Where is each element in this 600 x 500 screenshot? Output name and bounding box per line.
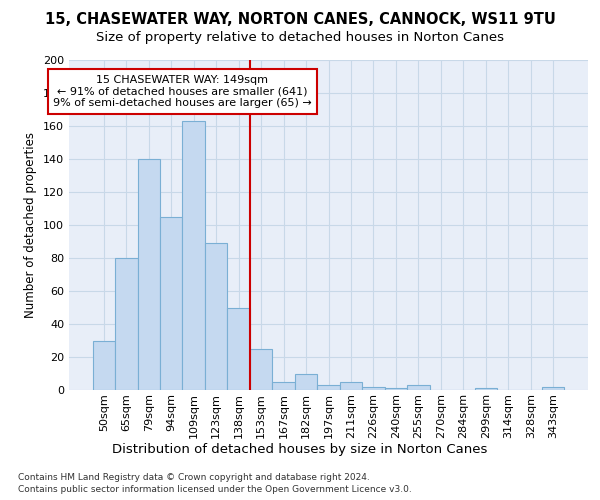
Text: Contains HM Land Registry data © Crown copyright and database right 2024.: Contains HM Land Registry data © Crown c…: [18, 472, 370, 482]
Bar: [542, 386, 565, 390]
Bar: [92, 340, 115, 390]
Bar: [295, 374, 317, 390]
Bar: [137, 159, 160, 390]
Bar: [407, 385, 430, 390]
Bar: [160, 217, 182, 390]
Bar: [385, 388, 407, 390]
Bar: [182, 121, 205, 390]
Bar: [250, 349, 272, 390]
Bar: [227, 308, 250, 390]
Bar: [272, 382, 295, 390]
Text: Distribution of detached houses by size in Norton Canes: Distribution of detached houses by size …: [112, 442, 488, 456]
Bar: [115, 258, 137, 390]
Y-axis label: Number of detached properties: Number of detached properties: [25, 132, 37, 318]
Text: Contains public sector information licensed under the Open Government Licence v3: Contains public sector information licen…: [18, 485, 412, 494]
Text: 15, CHASEWATER WAY, NORTON CANES, CANNOCK, WS11 9TU: 15, CHASEWATER WAY, NORTON CANES, CANNOC…: [44, 12, 556, 28]
Bar: [340, 382, 362, 390]
Text: Size of property relative to detached houses in Norton Canes: Size of property relative to detached ho…: [96, 31, 504, 44]
Text: 15 CHASEWATER WAY: 149sqm
← 91% of detached houses are smaller (641)
9% of semi-: 15 CHASEWATER WAY: 149sqm ← 91% of detac…: [53, 75, 312, 108]
Bar: [205, 243, 227, 390]
Bar: [317, 385, 340, 390]
Bar: [362, 386, 385, 390]
Bar: [475, 388, 497, 390]
